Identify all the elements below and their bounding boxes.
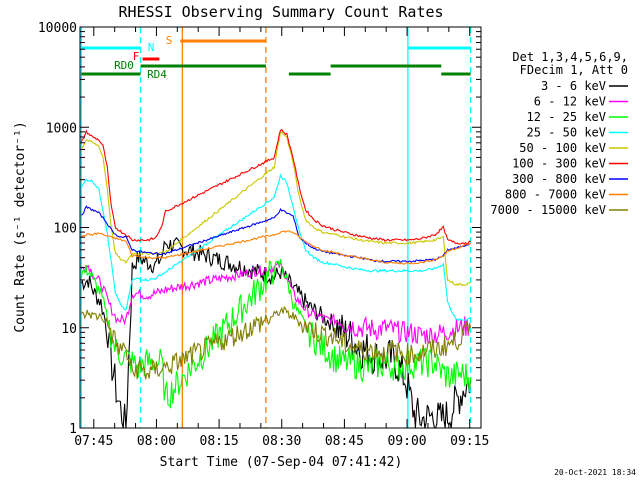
series-line-8 <box>80 230 471 265</box>
y-tick-label-1: 1 <box>69 422 77 437</box>
legend-header-line-2: FDecim 1, Att 0 <box>520 63 628 77</box>
x-tick-label-0845: 08:45 <box>325 434 364 449</box>
series-line-3 <box>80 259 472 410</box>
flag-label-rd0: RD0 <box>114 59 134 72</box>
legend-header-line-1: Det 1,3,4,5,6,9, <box>512 50 628 64</box>
x-tick-label-0815: 08:15 <box>200 434 239 449</box>
x-tick-label-0745: 07:45 <box>74 434 113 449</box>
x-tick-label-0830: 08:30 <box>262 434 301 449</box>
legend-label-7: 300 - 800 keV <box>512 172 606 186</box>
legend-label-9: 7000 - 15000 keV <box>490 203 606 217</box>
footer-date: 20-Oct-2021 18:34 <box>554 468 636 477</box>
legend-label-8: 800 - 7000 keV <box>505 188 606 202</box>
x-tick-label-0800: 08:00 <box>137 434 176 449</box>
x-axis-label: Start Time (07-Sep-04 07:41:42) <box>160 455 403 470</box>
flag-label-s: S <box>166 34 173 47</box>
flag-label-rd4: RD4 <box>147 68 167 81</box>
series-line-6 <box>80 128 471 245</box>
legend-label-4: 25 - 50 keV <box>527 126 606 140</box>
x-tick-label-0900: 09:00 <box>387 434 426 449</box>
legend-label-1: 3 - 6 keV <box>541 79 606 93</box>
y-axis-label: Count Rate (s⁻¹ detector⁻¹) <box>13 121 28 332</box>
y-tick-label-10000: 10000 <box>38 21 77 36</box>
legend-label-2: 6 - 12 keV <box>534 95 606 109</box>
legend-label-6: 100 - 300 keV <box>512 157 606 171</box>
flag-label-n: N <box>148 41 155 54</box>
legend: Det 1,3,4,5,6,9,FDecim 1, Att 0 3 - 6 keV… <box>490 50 628 217</box>
y-tick-label-1000: 1000 <box>46 121 77 136</box>
y-tick-label-10: 10 <box>61 322 77 337</box>
series-line-4 <box>80 173 471 322</box>
series-line-7 <box>81 205 471 263</box>
chart-title: RHESSI Observing Summary Count Rates <box>118 3 443 21</box>
series-line-9 <box>80 305 472 380</box>
legend-label-5: 50 - 100 keV <box>519 141 606 155</box>
y-tick-label-100: 100 <box>54 222 77 237</box>
series-line-1 <box>80 237 472 428</box>
legend-label-3: 12 - 25 keV <box>527 110 606 124</box>
flag-label-f: F <box>133 50 140 63</box>
x-tick-label-0915: 09:15 <box>450 434 489 449</box>
series-line-5 <box>80 131 471 287</box>
